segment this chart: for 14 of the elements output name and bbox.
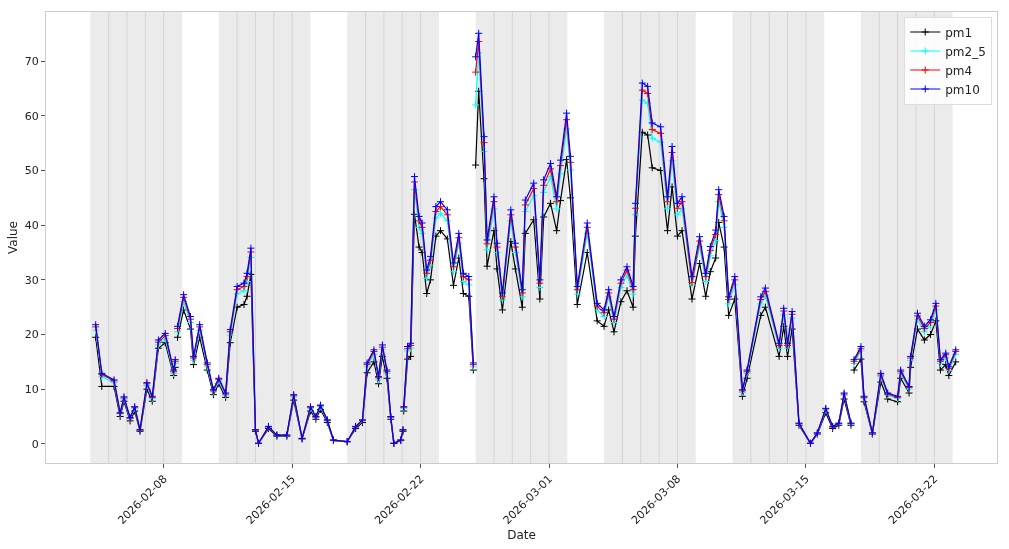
y-axis-title: Value	[6, 221, 21, 254]
legend-label: pm10	[945, 82, 980, 97]
y-tick-label: 10	[24, 383, 39, 397]
y-tick-label: 20	[24, 328, 39, 342]
legend-label: pm2_5	[945, 44, 986, 59]
y-tick-label: 60	[24, 109, 39, 123]
y-tick-label: 40	[24, 219, 39, 233]
legend-label: pm1	[945, 25, 973, 40]
y-tick-label: 0	[31, 437, 39, 451]
legend-label: pm4	[945, 63, 973, 78]
y-tick-label: 30	[24, 273, 39, 287]
x-axis-title: Date	[507, 527, 536, 542]
y-tick-label: 50	[24, 164, 39, 178]
y-tick-label: 70	[24, 55, 39, 69]
